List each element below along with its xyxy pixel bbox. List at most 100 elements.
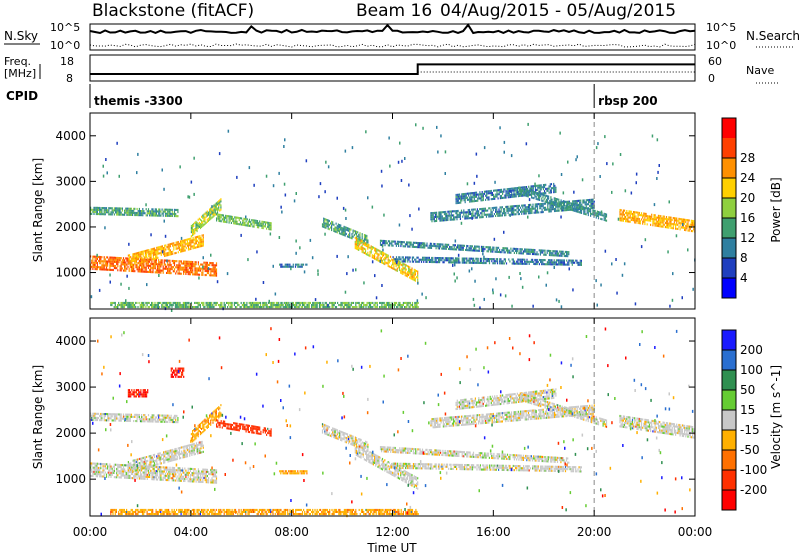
velocity-echo-band-5 xyxy=(279,470,307,474)
freq-panel-frame xyxy=(90,55,695,81)
noise-tick-left-high: 10^5 xyxy=(50,21,80,34)
x-tick-label-6: 00:00 xyxy=(678,525,713,539)
x-axis-title: Time UT xyxy=(366,541,417,554)
velocity-colorbar-tick-4: -15 xyxy=(740,423,760,437)
velocity-panel-frame xyxy=(90,318,695,516)
noise-tick-left-low: 10^0 xyxy=(50,39,80,52)
velocity-colorbar-swatch-5 xyxy=(722,430,736,451)
beam-label: Beam 16 xyxy=(356,1,432,21)
power-echo-band-13 xyxy=(110,302,419,308)
velocity-echo-band-10 xyxy=(430,404,595,428)
x-tick-label-1: 04:00 xyxy=(174,525,209,539)
velocity-echo-band-15 xyxy=(128,389,149,397)
velocity-colorbar-swatch-8 xyxy=(722,490,736,511)
power-colorbar-title: Power [dB] xyxy=(769,177,783,242)
nave-tick-high: 60 xyxy=(708,55,722,68)
power-echo-band-3 xyxy=(90,207,179,218)
power-echo-band-4 xyxy=(216,213,272,230)
nsky-label: N.Sky xyxy=(4,29,38,43)
power-colorbar-swatch-7 xyxy=(722,258,736,279)
power-colorbar-tick-1: 8 xyxy=(740,251,748,265)
velocity-y-tick-label-2: 3000 xyxy=(55,380,86,394)
power-colorbar-swatch-0 xyxy=(722,118,736,139)
power-colorbar-swatch-8 xyxy=(722,278,736,299)
power-y-axis-title: Slant Range [km] xyxy=(31,158,45,262)
velocity-colorbar-tick-2: 50 xyxy=(740,383,755,397)
velocity-colorbar-tick-1: 100 xyxy=(740,363,763,377)
velocity-y-tick-label-1: 2000 xyxy=(55,426,86,440)
nsearch-trace xyxy=(90,44,695,47)
velocity-y-axis-title: Slant Range [km] xyxy=(31,365,45,469)
power-colorbar-swatch-6 xyxy=(722,238,736,259)
velocity-echo-band-16 xyxy=(171,368,185,378)
velocity-colorbar-tick-5: -50 xyxy=(740,443,760,457)
noise-tick-right-high: 10^5 xyxy=(706,21,736,34)
velocity-colorbar-swatch-7 xyxy=(722,470,736,491)
velocity-colorbar-tick-3: 15 xyxy=(740,403,755,417)
freq-traces xyxy=(90,64,695,74)
velocity-colorbar-tick-0: 200 xyxy=(740,343,763,357)
radar-title: Blackstone (fitACF) xyxy=(92,1,254,21)
power-colorbar-swatch-2 xyxy=(722,158,736,179)
velocity-echo-band-14 xyxy=(110,509,419,515)
noise-panel-frame xyxy=(90,24,695,50)
x-tick-label-3: 12:00 xyxy=(375,525,410,539)
velocity-y-tick-label-3: 4000 xyxy=(55,334,86,348)
velocity-colorbar-swatch-4 xyxy=(722,410,736,431)
velocity-colorbar-tick-7: -200 xyxy=(740,483,767,497)
nave-tick-low: 0 xyxy=(708,72,715,85)
freq-tick-low: 8 xyxy=(66,72,73,85)
cpid-segment-label-1: rbsp 200 xyxy=(598,94,657,108)
power-colorbar-swatch-4 xyxy=(722,198,736,219)
power-colorbar-tick-4: 20 xyxy=(740,191,755,205)
velocity-echo-band-2 xyxy=(191,404,222,442)
power-echo-band-14 xyxy=(279,264,307,268)
date-range: 04/Aug/2015 - 05/Aug/2015 xyxy=(440,1,676,21)
power-heatmap: 1000 2000 3000 4000 xyxy=(55,113,695,312)
power-y-tick-label-0: 1000 xyxy=(55,266,86,280)
noise-tick-right-low: 10^0 xyxy=(706,39,736,52)
power-panel-frame xyxy=(90,113,695,309)
velocity-colorbar-swatch-2 xyxy=(722,370,736,391)
power-colorbar-tick-6: 28 xyxy=(740,151,755,165)
power-echo-band-8 xyxy=(393,256,583,266)
velocity-echo-band-13 xyxy=(619,415,695,439)
nsearch-label: N.Search xyxy=(746,29,800,43)
power-echo-band-9 xyxy=(430,199,595,223)
x-tick-label-0: 00:00 xyxy=(73,525,108,539)
power-echo-band-12 xyxy=(619,209,695,233)
cpid-label: CPID xyxy=(6,89,38,103)
velocity-echo-band-4 xyxy=(216,419,272,436)
noise-traces xyxy=(90,25,695,47)
power-colorbar-tick-3: 16 xyxy=(740,211,755,225)
velocity-echo-band-8 xyxy=(380,446,570,464)
velocity-colorbar-swatch-1 xyxy=(722,350,736,371)
velocity-y-tick-label-0: 1000 xyxy=(55,472,86,486)
power-colorbar: 4 8 12 16 20 24 28 xyxy=(722,118,755,299)
velocity-echo-band-9 xyxy=(393,463,583,473)
power-y-tick-label-3: 4000 xyxy=(55,129,86,143)
velocity-echo-band-3 xyxy=(90,413,179,424)
nave-label: Nave xyxy=(746,64,774,77)
freq-tick-high: 18 xyxy=(60,55,74,68)
freq-unit: [MHz] xyxy=(4,67,36,80)
power-colorbar-swatch-1 xyxy=(722,138,736,159)
velocity-heatmap: 1000 2000 3000 4000 xyxy=(55,318,695,517)
power-colorbar-swatch-3 xyxy=(722,178,736,199)
power-colorbar-tick-2: 12 xyxy=(740,231,755,245)
x-tick-label-5: 20:00 xyxy=(577,525,612,539)
power-y-tick-label-1: 2000 xyxy=(55,220,86,234)
velocity-colorbar-swatch-3 xyxy=(722,390,736,411)
power-echo-band-7 xyxy=(380,240,570,258)
velocity-colorbar-swatch-6 xyxy=(722,450,736,471)
power-colorbar-swatch-5 xyxy=(722,218,736,239)
velocity-colorbar-swatch-0 xyxy=(722,330,736,351)
nsky-trace xyxy=(90,25,695,33)
power-colorbar-tick-0: 4 xyxy=(740,271,748,285)
power-y-tick-label-2: 3000 xyxy=(55,174,86,188)
power-colorbar-tick-5: 24 xyxy=(740,171,755,185)
